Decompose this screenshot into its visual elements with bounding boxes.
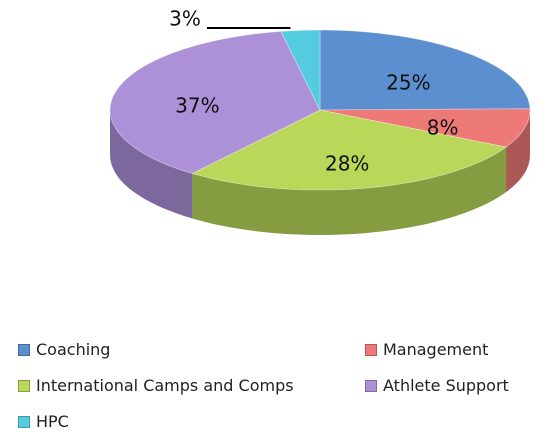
- legend-item: Athlete Support: [365, 376, 509, 395]
- slice-side: [506, 110, 530, 193]
- legend-swatch: [18, 343, 30, 356]
- legend-label: HPC: [36, 412, 69, 431]
- slice-side: [192, 147, 507, 235]
- legend-item: Coaching: [18, 340, 110, 359]
- legend-swatch: [18, 379, 30, 392]
- data-label: 37%: [175, 93, 219, 117]
- data-label: 3%: [169, 7, 201, 31]
- legend-swatch: [18, 415, 30, 428]
- legend-item: Management: [365, 340, 488, 359]
- data-label: 25%: [386, 70, 430, 94]
- legend-item: HPC: [18, 412, 69, 431]
- slice: [319, 29, 531, 111]
- legend-label: Management: [383, 340, 489, 359]
- data-label: 8%: [427, 116, 459, 140]
- legend-label: International Camps and Comps: [36, 376, 294, 395]
- slice: [109, 30, 321, 174]
- legend-label: Athlete Support: [383, 376, 509, 395]
- slice: [280, 29, 321, 111]
- slice-side: [110, 110, 193, 219]
- legend-item: International Camps and Comps: [18, 376, 294, 395]
- legend-swatch: [365, 379, 377, 392]
- data-label: 28%: [325, 151, 369, 175]
- legend-label: Coaching: [36, 340, 111, 359]
- pie-area: 25% 8% 28% 37% 3%: [109, 7, 531, 235]
- legend-swatch: [365, 343, 377, 356]
- slice: [191, 109, 508, 191]
- slice: [319, 108, 531, 148]
